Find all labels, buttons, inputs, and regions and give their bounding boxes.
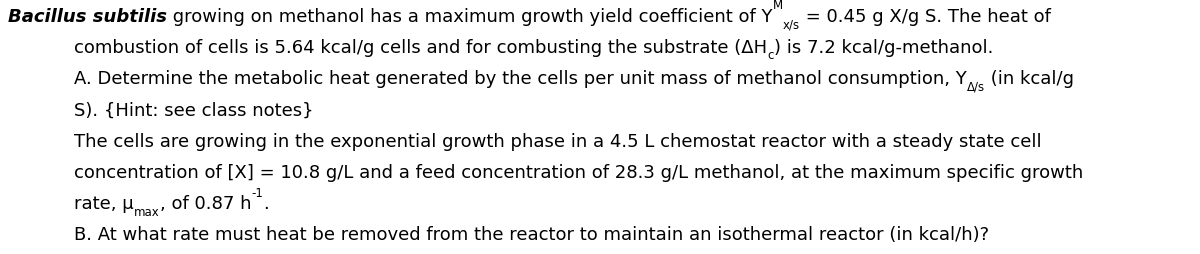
Text: (in kcal/g: (in kcal/g <box>985 70 1074 88</box>
Text: M: M <box>773 0 784 12</box>
Text: .: . <box>263 195 269 213</box>
Text: , of 0.87 h: , of 0.87 h <box>160 195 251 213</box>
Text: ) is 7.2 kcal/g-methanol.: ) is 7.2 kcal/g-methanol. <box>774 39 994 57</box>
Text: combustion of cells is 5.64 kcal/g cells and for combusting the substrate (ΔH: combustion of cells is 5.64 kcal/g cells… <box>74 39 768 57</box>
Text: max: max <box>134 206 160 219</box>
Text: The cells are growing in the exponential growth phase in a 4.5 L chemostat react: The cells are growing in the exponential… <box>74 133 1042 151</box>
Text: S). {Hint: see class notes}: S). {Hint: see class notes} <box>74 101 314 119</box>
Text: c: c <box>768 50 774 62</box>
Text: = 0.45 g X/g S. The heat of: = 0.45 g X/g S. The heat of <box>800 8 1051 26</box>
Text: A. Determine the metabolic heat generated by the cells per unit mass of methanol: A. Determine the metabolic heat generate… <box>74 70 967 88</box>
Text: concentration of [X] = 10.8 g/L and a feed concentration of 28.3 g/L methanol, a: concentration of [X] = 10.8 g/L and a fe… <box>74 164 1084 182</box>
Text: growing on methanol has a maximum growth yield coefficient of Y: growing on methanol has a maximum growth… <box>168 8 773 26</box>
Text: x/s: x/s <box>784 18 800 31</box>
Text: Δ/s: Δ/s <box>967 81 985 94</box>
Text: rate, μ: rate, μ <box>74 195 134 213</box>
Text: B. At what rate must heat be removed from the reactor to maintain an isothermal : B. At what rate must heat be removed fro… <box>74 226 990 244</box>
Text: Bacillus subtilis: Bacillus subtilis <box>8 8 168 26</box>
Text: -1: -1 <box>251 187 263 200</box>
